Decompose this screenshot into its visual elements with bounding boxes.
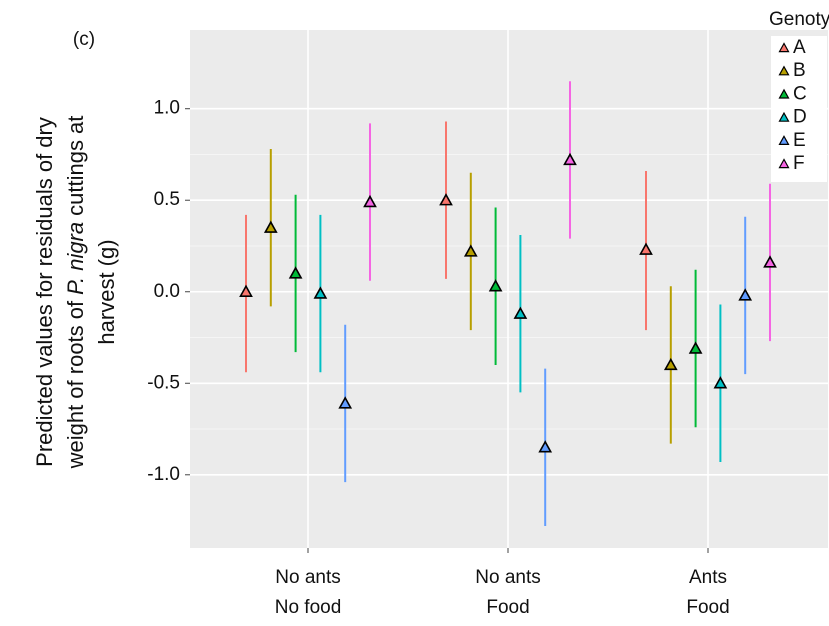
point [563, 152, 577, 166]
panel-background [190, 30, 828, 548]
legend-title: Genotype [769, 9, 829, 30]
y-tick-label: 0.5 [154, 189, 180, 210]
legend-key [778, 111, 790, 122]
point [338, 396, 353, 409]
legend-label: A [793, 37, 806, 58]
x-tick-label: Food [686, 597, 729, 618]
point [639, 242, 653, 255]
point [239, 284, 253, 297]
point [538, 440, 553, 453]
point [763, 255, 777, 268]
point [363, 194, 377, 208]
x-tick-label: No ants [275, 567, 340, 588]
point [663, 357, 678, 371]
point [313, 286, 328, 299]
y-axis-title: Predicted values for residuals of dry we… [32, 116, 119, 470]
legend-label: F [793, 153, 805, 174]
point [439, 193, 453, 206]
x-tick-label: Ants [689, 567, 727, 588]
point [713, 376, 728, 389]
point [463, 244, 478, 257]
legend-label: B [793, 60, 806, 81]
legend-label: E [793, 130, 806, 151]
legend-key [778, 65, 790, 76]
y-tick-label: 1.0 [154, 98, 180, 119]
legend-key [778, 88, 790, 99]
point [738, 288, 753, 301]
point [688, 341, 703, 354]
point [288, 266, 303, 279]
y-title-line: Predicted values for residuals of dry [32, 117, 57, 467]
y-title-line: harvest (g) [94, 239, 119, 344]
legend-key [778, 135, 790, 145]
y-title-part: cuttings at [63, 116, 88, 216]
y-title-part: weight of roots of [63, 300, 88, 469]
x-tick-label: No food [275, 597, 342, 618]
legend-label: D [793, 107, 807, 128]
y-title-part: P. nigra [63, 222, 88, 295]
point [263, 220, 278, 233]
y-tick-label: 0.0 [154, 281, 180, 302]
y-tick-label: -0.5 [147, 372, 180, 393]
y-title-line: weight of roots of P. nigra cuttings at [63, 116, 88, 470]
point [488, 279, 503, 292]
panel-label: (c) [73, 29, 95, 50]
legend-background [771, 36, 827, 182]
x-tick-label: Food [486, 597, 529, 618]
legend-key [778, 42, 790, 53]
x-tick-label: No ants [475, 567, 540, 588]
legend-key [778, 158, 790, 169]
y-tick-label: -1.0 [147, 464, 180, 485]
point [513, 306, 528, 319]
legend-label: C [793, 83, 807, 104]
